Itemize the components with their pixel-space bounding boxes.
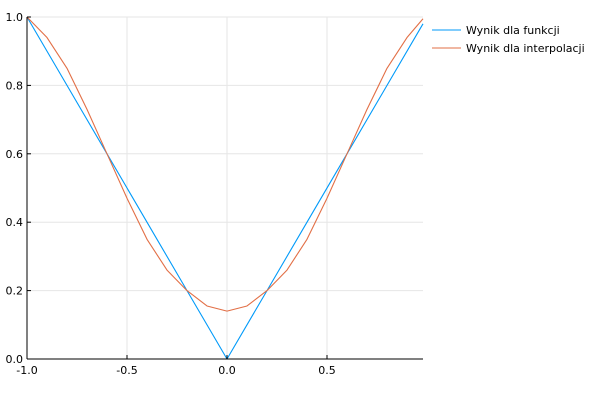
series-line-0 [26,16,424,360]
y-tick-label: 1.0 [6,11,24,24]
axes: -1.0 -0.5 0.0 0.5 0.0 0.2 0.4 0.6 0.8 1.0 [6,11,423,377]
y-tick-label: 0.0 [6,353,24,366]
series-lines [26,16,424,360]
x-tick-label: 0.5 [318,364,336,377]
x-tick-label: -0.5 [116,364,137,377]
x-tick-label: 0.0 [218,364,236,377]
y-tick-label: 0.6 [6,148,24,161]
legend: Wynik dla funkcji Wynik dla interpolacji [432,24,585,55]
series-line-1 [26,16,424,312]
legend-label-1: Wynik dla interpolacji [466,42,585,55]
grid [26,16,423,360]
y-tick-label: 0.8 [6,79,24,92]
x-tick-label: -1.0 [16,364,37,377]
y-tick-label: 0.2 [6,285,24,298]
legend-label-0: Wynik dla funkcji [466,24,560,37]
y-tick-label: 0.4 [6,216,24,229]
